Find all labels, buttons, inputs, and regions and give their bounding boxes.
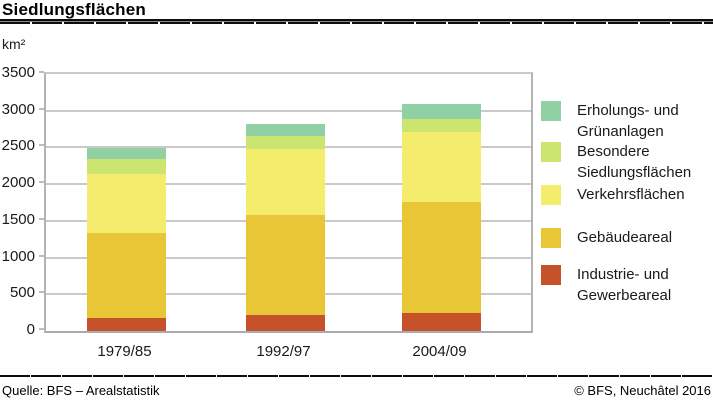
y-tick-label-2000: 2000 <box>1 174 35 192</box>
bar-segment <box>402 131 481 202</box>
legend-item: Besondere Siedlungsflächen <box>541 141 709 183</box>
plot-area <box>44 72 533 333</box>
legend-label: Besondere Siedlungsflächen <box>577 143 692 181</box>
y-tick-label-2500: 2500 <box>1 137 35 155</box>
y-tick-mark <box>39 107 44 110</box>
x-axis-labels: 1979/85 1992/97 2004/09 <box>44 343 533 363</box>
page-title: Siedlungsflächen <box>2 0 146 19</box>
legend-label: Verkehrsflächen <box>577 186 685 203</box>
bar-segment <box>87 232 166 318</box>
y-tick-mark <box>39 217 44 220</box>
legend-swatch <box>541 101 561 121</box>
y-tick-mark <box>39 181 44 184</box>
bar-segment <box>87 173 166 233</box>
legend: Erholungs- und Grünanlagen Besondere Sied… <box>541 0 711 340</box>
gridline-3000 <box>46 109 531 112</box>
y-tick-label-500: 500 <box>9 284 35 302</box>
legend-swatch <box>541 142 561 162</box>
legend-label: Gebäudeareal <box>577 229 673 246</box>
y-tick-label-1000: 1000 <box>1 247 35 265</box>
legend-label: Industrie- und Gewerbeareal <box>577 266 672 304</box>
bar-segment <box>402 118 481 132</box>
y-tick-label-0: 0 <box>26 321 35 338</box>
bar-segment <box>402 201 481 314</box>
bar-segment <box>87 317 166 331</box>
y-tick-label-3500: 3500 <box>1 64 35 81</box>
bar-segment <box>402 313 481 331</box>
legend-item: Gebäudeareal <box>541 227 709 248</box>
copyright-note: © BFS, Neuchâtel 2016 <box>574 383 711 398</box>
legend-swatch <box>541 265 561 285</box>
legend-item: Industrie- und Gewerbeareal <box>541 264 709 306</box>
legend-swatch <box>541 185 561 205</box>
legend-item: Erholungs- und Grünanlagen <box>541 100 709 142</box>
y-tick-mark <box>39 71 44 73</box>
y-tick-label-3000: 3000 <box>1 100 35 118</box>
y-axis-unit-label: km² <box>2 36 26 52</box>
legend-label: Erholungs- und Grünanlagen <box>577 102 679 140</box>
bar-segment <box>246 148 325 215</box>
y-tick-mark <box>39 291 44 294</box>
bar-segment <box>402 104 481 119</box>
y-tick-mark <box>39 144 44 147</box>
bar-segment <box>246 136 325 149</box>
y-axis: 0 500 1000 1500 2000 2500 3000 3500 <box>0 65 44 338</box>
x-tick-label-1979/85: 1979/85 <box>97 343 152 360</box>
bar-segment <box>246 123 325 137</box>
legend-swatch <box>541 228 561 248</box>
y-tick-mark <box>39 328 44 330</box>
bar-segment <box>246 314 325 331</box>
bar-segment <box>87 158 166 174</box>
y-tick-mark <box>39 254 44 257</box>
x-tick-label-2004/09: 2004/09 <box>412 343 467 360</box>
footer-rule <box>0 375 713 377</box>
stacked-bar-2004/09 <box>402 104 481 331</box>
stacked-bar-1992/97 <box>246 123 325 331</box>
x-tick-label-1992/97: 1992/97 <box>256 343 311 360</box>
y-tick-label-1500: 1500 <box>1 210 35 228</box>
footer: Quelle: BFS – Arealstatistik © BFS, Neuc… <box>0 383 713 403</box>
bar-segment <box>246 215 325 315</box>
legend-item: Verkehrsflächen <box>541 184 709 205</box>
bar-segment <box>87 148 166 159</box>
source-note: Quelle: BFS – Arealstatistik <box>2 383 160 398</box>
stacked-bar-1979/85 <box>87 148 166 331</box>
title-rule <box>0 19 713 24</box>
